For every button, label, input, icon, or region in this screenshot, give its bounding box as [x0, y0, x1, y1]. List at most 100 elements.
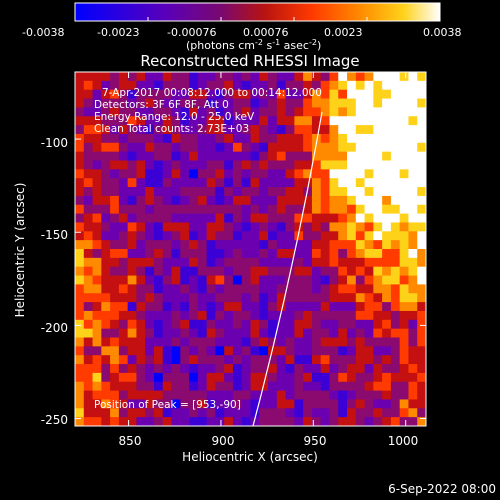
- image-pixel: [75, 195, 85, 206]
- image-pixel: [162, 231, 173, 241]
- image-pixel: [127, 160, 138, 170]
- image-pixel: [110, 408, 120, 418]
- image-pixel: [408, 417, 418, 426]
- image-pixel: [399, 310, 410, 321]
- x-tick-label: 850: [119, 434, 142, 448]
- image-pixel: [373, 302, 383, 312]
- image-pixel: [215, 364, 225, 374]
- image-pixel: [399, 408, 410, 418]
- image-pixel: [136, 390, 146, 401]
- image-pixel: [417, 390, 426, 401]
- image-pixel: [355, 151, 366, 162]
- image-pixel: [224, 98, 234, 108]
- image-pixel: [338, 142, 348, 153]
- image-pixel: [320, 408, 331, 418]
- image-pixel: [206, 337, 217, 347]
- colorbar-tick-label: 0.00076: [243, 26, 289, 39]
- image-pixel: [408, 98, 418, 108]
- image-pixel: [390, 204, 401, 215]
- image-pixel: [92, 390, 102, 401]
- image-pixel: [197, 116, 208, 126]
- image-pixel: [101, 80, 111, 91]
- image-pixel: [83, 310, 94, 321]
- image-pixel: [364, 169, 374, 179]
- image-pixel: [338, 293, 348, 303]
- image-pixel: [83, 284, 94, 294]
- image-pixel: [373, 89, 383, 100]
- image-pixel: [399, 284, 410, 294]
- image-pixel: [399, 213, 410, 224]
- image-pixel: [110, 116, 120, 126]
- image-pixel: [118, 275, 129, 285]
- image-pixel: [373, 240, 383, 250]
- image-pixel: [338, 133, 348, 144]
- image-pixel: [75, 266, 85, 277]
- image-pixel: [417, 231, 426, 241]
- image-pixel: [329, 240, 339, 250]
- image-pixel: [75, 293, 85, 303]
- image-pixel: [110, 310, 120, 321]
- image-pixel: [241, 249, 252, 259]
- image-pixel: [276, 399, 287, 409]
- image-pixel: [215, 390, 225, 401]
- image-pixel: [83, 399, 94, 409]
- image-pixel: [268, 98, 278, 108]
- image-pixel: [224, 399, 234, 409]
- image-pixels: [75, 72, 426, 426]
- image-pixel: [417, 204, 426, 215]
- image-pixel: [355, 72, 366, 82]
- image-pixel: [162, 381, 173, 392]
- image-pixel: [232, 390, 243, 401]
- image-pixel: [250, 372, 260, 383]
- image-pixel: [215, 116, 225, 126]
- image-pixel: [390, 178, 401, 188]
- image-pixel: [347, 240, 357, 250]
- image-pixel: [320, 72, 331, 82]
- image-pixel: [224, 337, 234, 347]
- image-pixel: [294, 195, 304, 206]
- image-pixel: [390, 160, 401, 170]
- image-pixel: [197, 390, 208, 401]
- image-pixel: [390, 116, 401, 126]
- image-pixel: [320, 89, 331, 100]
- image-pixel: [417, 417, 426, 426]
- image-pixel: [224, 240, 234, 250]
- image-pixel: [329, 302, 339, 312]
- image-pixel: [285, 337, 295, 347]
- image-pixel: [417, 116, 426, 126]
- image-pixel: [153, 249, 164, 259]
- image-pixel: [329, 390, 339, 401]
- image-pixel: [92, 266, 102, 277]
- image-pixel: [355, 98, 366, 108]
- image-pixel: [241, 408, 252, 418]
- image-pixel: [136, 187, 146, 197]
- image-pixel: [408, 125, 418, 135]
- plot-frame: [74, 71, 427, 427]
- image-pixel: [364, 231, 374, 241]
- image-pixel: [232, 187, 243, 197]
- image-pixel: [259, 364, 269, 374]
- image-pixel: [110, 381, 120, 392]
- image-pixel: [303, 408, 313, 418]
- image-pixel: [259, 328, 269, 339]
- image-pixel: [320, 142, 331, 153]
- image-pixel: [197, 89, 208, 100]
- image-pixel: [250, 169, 260, 179]
- image-pixel: [259, 213, 269, 224]
- image-pixel: [338, 381, 348, 392]
- image-pixel: [153, 284, 164, 294]
- image-pixel: [153, 151, 164, 162]
- image-pixel: [338, 408, 348, 418]
- image-pixel: [390, 310, 401, 321]
- image-pixel: [373, 417, 383, 426]
- image-pixel: [180, 302, 190, 312]
- image-pixel: [215, 381, 225, 392]
- image-pixel: [347, 116, 357, 126]
- image-pixel: [145, 213, 155, 224]
- image-pixel: [320, 257, 331, 268]
- image-pixel: [92, 204, 102, 215]
- image-pixel: [268, 310, 278, 321]
- image-pixel: [285, 169, 295, 179]
- image-pixel: [180, 266, 190, 277]
- image-pixel: [83, 293, 94, 303]
